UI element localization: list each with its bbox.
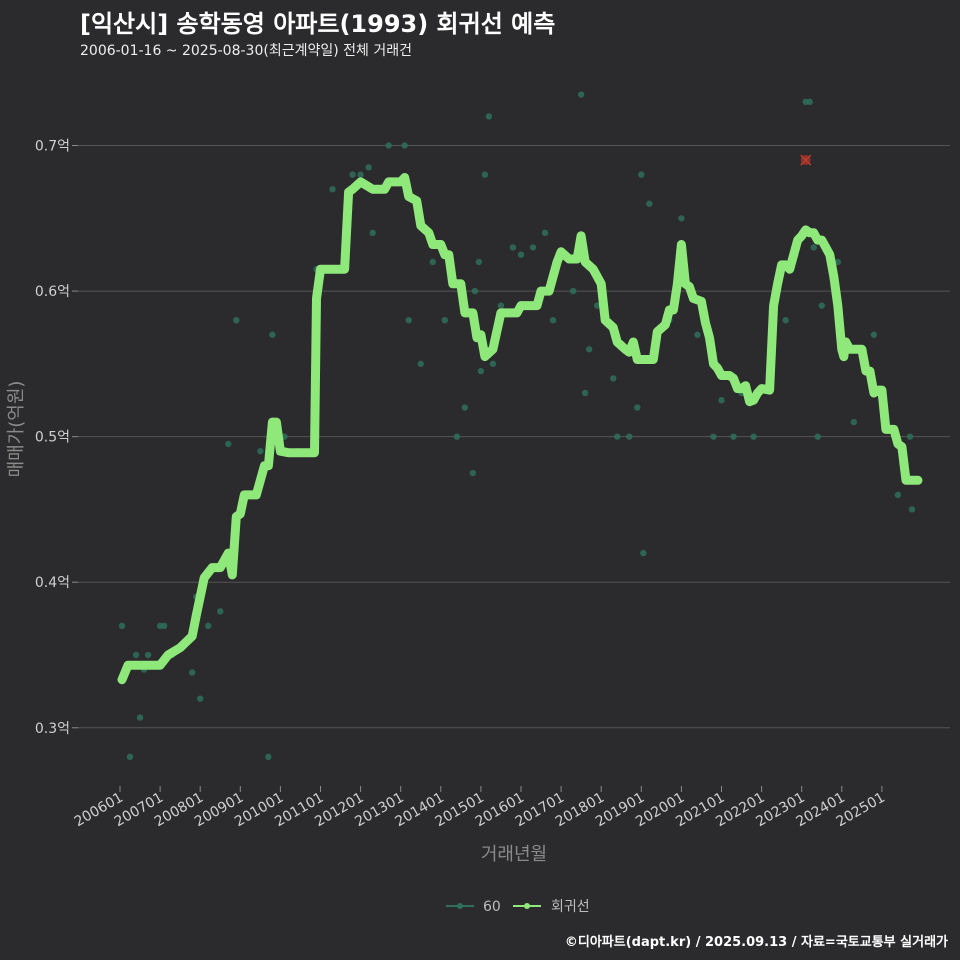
data-point-30 [365, 164, 372, 171]
y-tick-label-1: 0.4억 [35, 575, 70, 591]
data-point-59 [610, 375, 617, 382]
x-axis-title: 거래년월 [481, 844, 547, 865]
data-point-73 [710, 433, 717, 440]
data-point-29 [357, 171, 364, 178]
data-point-47 [497, 302, 505, 309]
data-point-58 [593, 302, 601, 309]
data-point-44 [481, 171, 489, 178]
data-point-46 [489, 360, 497, 368]
legend: 60 회귀선 [446, 899, 590, 915]
data-point-54 [569, 287, 577, 295]
y-tick-label-4: 0.7억 [35, 139, 70, 155]
data-point-82 [814, 433, 821, 440]
data-point-26 [329, 185, 336, 193]
data-point-34 [405, 316, 412, 324]
chart-title: [익산시] 송학동영 아파트(1993) 회귀선 예측 [80, 10, 556, 38]
data-point-28 [349, 171, 356, 178]
data-point-57 [585, 346, 593, 353]
data-point-69 [678, 215, 685, 222]
data-point-60 [614, 433, 621, 440]
data-point-13 [205, 622, 212, 630]
data-point-22 [269, 331, 276, 338]
data-point-56 [581, 389, 589, 397]
data-point-80 [806, 98, 813, 106]
data-point-15 [225, 440, 232, 448]
data-point-3 [136, 714, 144, 721]
data-point-52 [541, 229, 549, 237]
data-point-84 [834, 258, 841, 266]
data-point-83 [818, 302, 825, 309]
data-point-53 [549, 316, 557, 324]
x-axis-ticks [119, 786, 883, 792]
outlier-markers [800, 154, 812, 166]
data-point-55 [577, 91, 585, 98]
chart-subtitle: 2006-01-16 ~ 2025-08-30(최근계약일) 전체 거래건 [80, 43, 412, 59]
data-point-33 [401, 142, 408, 149]
legend-swatch-60-dot [457, 903, 463, 909]
y-tick-label-3: 0.6억 [35, 284, 70, 300]
data-point-14 [217, 608, 224, 615]
data-point-0 [118, 622, 126, 630]
data-point-63 [638, 171, 645, 178]
legend-label-60: 60 [483, 899, 501, 915]
data-point-5 [144, 651, 152, 659]
data-point-21 [265, 753, 272, 761]
data-point-45 [485, 113, 493, 120]
data-point-36 [429, 258, 436, 266]
data-point-77 [750, 433, 757, 440]
data-point-74 [718, 397, 725, 404]
data-point-85 [850, 418, 858, 426]
data-point-48 [509, 244, 517, 251]
data-point-37 [441, 316, 449, 324]
data-point-87 [894, 491, 902, 499]
data-point-75 [730, 433, 737, 440]
data-point-35 [417, 360, 424, 368]
data-point-38 [453, 433, 461, 440]
x-axis-tick-labels: 2006012007012008012009012010012011012012… [72, 790, 888, 831]
data-point-31 [369, 229, 376, 237]
regression-line [117, 173, 923, 685]
data-point-16 [233, 316, 240, 324]
footer-credit: ©디아파트(dapt.kr) / 2025.09.13 / 자료=국토교통부 실… [564, 935, 948, 950]
data-point-12 [197, 695, 204, 702]
data-point-81 [810, 244, 817, 251]
y-axis-tick-labels: 0.3억 0.4억 0.5억 0.6억 0.7억 [35, 139, 70, 737]
data-point-88 [906, 433, 914, 440]
data-point-42 [475, 258, 483, 266]
data-point-41 [471, 287, 479, 295]
y-axis-title: 매매가(억원) [6, 381, 27, 478]
data-point-71 [694, 331, 701, 338]
data-point-32 [385, 142, 392, 149]
data-point-10 [188, 669, 196, 676]
regression-line-group [117, 173, 923, 685]
legend-swatch-regression-dot [524, 903, 530, 909]
data-point-43 [477, 367, 485, 375]
outlier-cross-0 [800, 154, 812, 166]
data-point-62 [634, 404, 641, 411]
y-tick-label-0: 0.3억 [35, 721, 70, 737]
transaction-points [118, 91, 916, 761]
data-point-7 [160, 622, 168, 630]
data-point-64 [640, 549, 647, 557]
data-point-2 [132, 651, 140, 659]
data-point-39 [461, 404, 469, 411]
y-gridlines [72, 145, 950, 729]
data-point-65 [646, 200, 653, 207]
data-point-1 [126, 753, 134, 761]
data-point-40 [469, 469, 477, 477]
data-point-20 [257, 447, 264, 455]
data-point-86 [870, 331, 878, 338]
legend-label-regression: 회귀선 [551, 899, 590, 915]
data-point-61 [626, 433, 633, 440]
y-tick-label-2: 0.5억 [35, 430, 70, 446]
data-point-49 [517, 251, 525, 258]
data-point-89 [908, 506, 916, 513]
data-point-78 [782, 316, 789, 324]
data-point-50 [529, 244, 537, 251]
